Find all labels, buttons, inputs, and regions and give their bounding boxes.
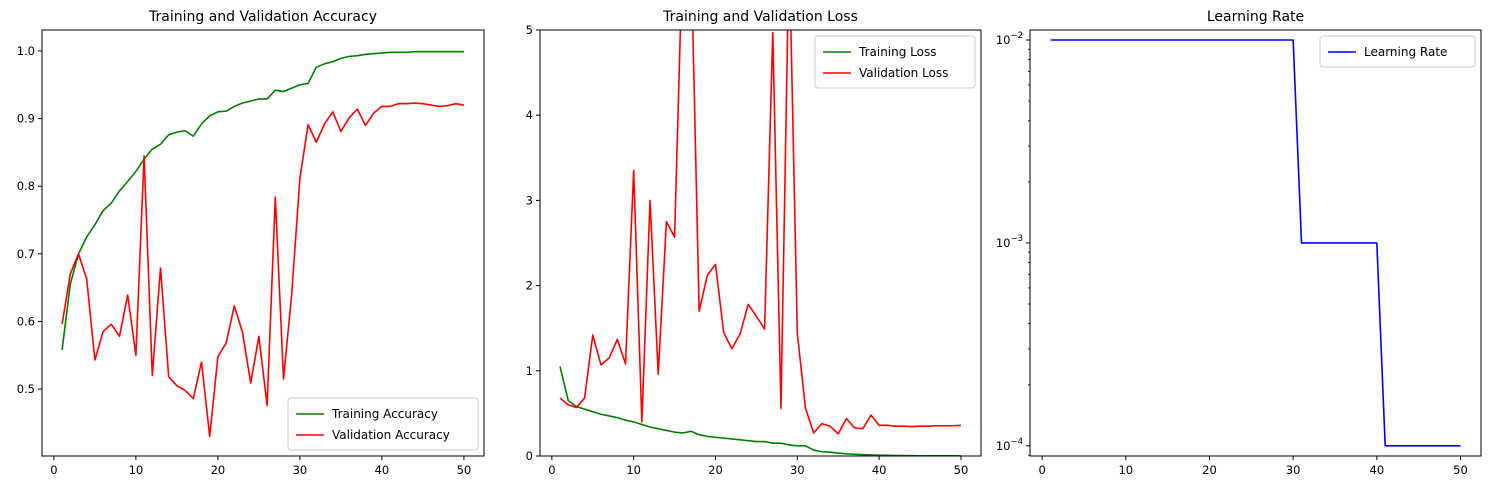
- x-tick-label: 50: [457, 463, 472, 477]
- series-line-validation-accuracy: [61, 102, 465, 438]
- x-tick-label: 50: [954, 463, 969, 477]
- y-tick-label: 3: [526, 193, 533, 207]
- y-tick-label: 10−3: [996, 234, 1023, 250]
- x-tick-label: 50: [1453, 463, 1468, 477]
- y-tick-label: 0.7: [17, 247, 35, 261]
- legend: Training Loss Validation Loss: [814, 35, 976, 89]
- legend-label: Training Loss: [858, 45, 936, 59]
- y-tick-label: 0: [526, 449, 533, 463]
- y-tick-label: 10−4: [996, 437, 1023, 453]
- chart-panel-1: Training and Validation Accuracy 0 10 20 30 4…: [17, 9, 485, 477]
- legend-label: Training Accuracy: [331, 407, 438, 421]
- y-tick-label: 0.5: [17, 382, 35, 396]
- chart-panel-2: Training and Validation Loss 0 10 20 30 40 50 0…: [526, 9, 982, 477]
- x-tick-label: 30: [293, 463, 308, 477]
- plot-area-frame: [41, 29, 485, 457]
- y-tick-label: 2: [526, 279, 533, 293]
- legend-label: Validation Accuracy: [332, 428, 450, 442]
- y-tick-label: 5: [526, 23, 533, 37]
- x-tick-label: 20: [211, 463, 226, 477]
- legend-box: [814, 35, 976, 89]
- y-tick-label: 1.0: [17, 44, 35, 58]
- plot-area-frame: [539, 29, 982, 457]
- legend: Learning Rate: [1319, 35, 1476, 68]
- y-tick-label: 0.8: [17, 179, 35, 193]
- x-tick-label: 30: [790, 463, 805, 477]
- series-line-training-loss: [559, 366, 961, 456]
- x-tick-label: 20: [708, 463, 723, 477]
- y-tick-label: 0.6: [17, 314, 35, 328]
- series-line-learning-rate: [1050, 39, 1461, 447]
- x-tick-label: 30: [1286, 463, 1301, 477]
- legend: Training Accuracy Validation Accuracy: [287, 397, 479, 451]
- series-line-training-accuracy: [61, 50, 464, 350]
- x-tick-label: 40: [375, 463, 390, 477]
- y-tick-label: 4: [526, 108, 533, 122]
- y-tick-label: 0.9: [17, 112, 35, 126]
- chart-title: Learning Rate: [1207, 9, 1304, 25]
- x-tick-label: 0: [548, 463, 555, 477]
- legend-box: [287, 397, 479, 451]
- legend-label: Validation Loss: [859, 66, 948, 80]
- x-tick-label: 0: [1038, 463, 1045, 477]
- y-tick-label: 10−2: [996, 31, 1023, 47]
- chart-title: Training and Validation Accuracy: [148, 9, 377, 25]
- x-tick-label: 0: [50, 463, 57, 477]
- chart-title: Training and Validation Loss: [662, 9, 858, 25]
- x-tick-label: 10: [626, 463, 641, 477]
- x-tick-label: 40: [1370, 463, 1385, 477]
- x-tick-label: 20: [1202, 463, 1217, 477]
- legend-box: [1319, 35, 1476, 68]
- x-tick-label: 40: [872, 463, 887, 477]
- x-tick-label: 10: [1118, 463, 1133, 477]
- series-line-validation-loss: [559, 30, 961, 435]
- legend-label: Learning Rate: [1364, 45, 1447, 59]
- x-tick-label: 10: [129, 463, 144, 477]
- y-tick-label: 1: [526, 364, 533, 378]
- chart-panel-3: Learning Rate 0 10 20 30 40 50 10−4 10−3 10−2 Lear…: [996, 9, 1482, 477]
- plot-area-frame: [1029, 29, 1482, 457]
